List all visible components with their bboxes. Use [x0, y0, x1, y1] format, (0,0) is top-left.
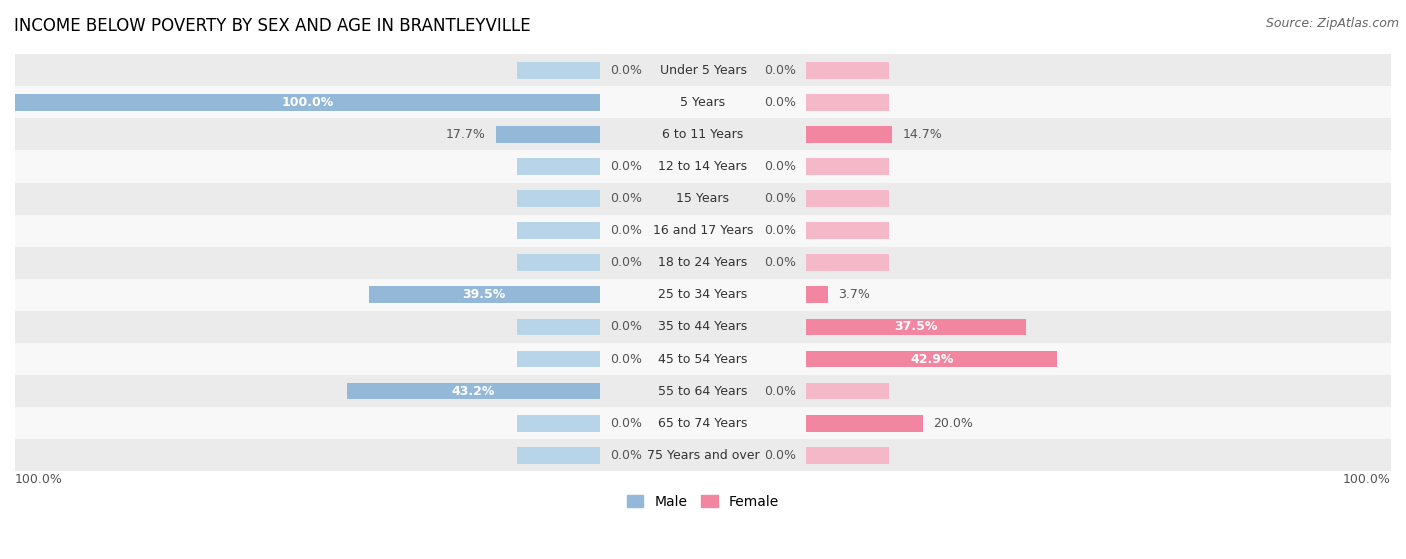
- Bar: [517, 158, 600, 175]
- Bar: [806, 158, 889, 175]
- Text: 75 Years and over: 75 Years and over: [647, 449, 759, 462]
- Text: 0.0%: 0.0%: [763, 64, 796, 77]
- Text: 0.0%: 0.0%: [763, 449, 796, 462]
- Bar: [806, 415, 924, 432]
- Text: 42.9%: 42.9%: [910, 353, 953, 366]
- Bar: [15, 54, 1391, 86]
- Bar: [15, 343, 1391, 375]
- Bar: [15, 247, 1391, 279]
- Text: Under 5 Years: Under 5 Years: [659, 64, 747, 77]
- Text: 35 to 44 Years: 35 to 44 Years: [658, 320, 748, 333]
- Bar: [806, 94, 889, 111]
- Text: 0.0%: 0.0%: [610, 353, 643, 366]
- Bar: [806, 286, 828, 303]
- Bar: [15, 375, 1391, 407]
- Text: 0.0%: 0.0%: [610, 64, 643, 77]
- Bar: [368, 286, 600, 303]
- Bar: [15, 94, 600, 111]
- Text: 0.0%: 0.0%: [610, 320, 643, 333]
- Bar: [15, 182, 1391, 215]
- Bar: [806, 447, 889, 463]
- Bar: [517, 447, 600, 463]
- Text: 0.0%: 0.0%: [763, 224, 796, 237]
- Bar: [496, 126, 600, 143]
- Text: 14.7%: 14.7%: [903, 128, 942, 141]
- Text: INCOME BELOW POVERTY BY SEX AND AGE IN BRANTLEYVILLE: INCOME BELOW POVERTY BY SEX AND AGE IN B…: [14, 17, 530, 35]
- Bar: [517, 254, 600, 271]
- Bar: [347, 383, 600, 400]
- Bar: [806, 350, 1057, 367]
- Bar: [806, 319, 1025, 335]
- Bar: [806, 190, 889, 207]
- Bar: [517, 222, 600, 239]
- Text: 0.0%: 0.0%: [610, 449, 643, 462]
- Bar: [15, 86, 1391, 119]
- Bar: [15, 150, 1391, 182]
- Bar: [517, 319, 600, 335]
- Text: 0.0%: 0.0%: [763, 256, 796, 269]
- Text: 16 and 17 Years: 16 and 17 Years: [652, 224, 754, 237]
- Bar: [15, 215, 1391, 247]
- Text: 0.0%: 0.0%: [610, 224, 643, 237]
- Text: 100.0%: 100.0%: [15, 473, 63, 486]
- Bar: [517, 415, 600, 432]
- Text: Source: ZipAtlas.com: Source: ZipAtlas.com: [1265, 17, 1399, 30]
- Text: 37.5%: 37.5%: [894, 320, 938, 333]
- Text: 5 Years: 5 Years: [681, 96, 725, 109]
- Text: 12 to 14 Years: 12 to 14 Years: [658, 160, 748, 173]
- Bar: [806, 383, 889, 400]
- Text: 15 Years: 15 Years: [676, 192, 730, 205]
- Text: 0.0%: 0.0%: [763, 192, 796, 205]
- Bar: [15, 119, 1391, 150]
- Text: 0.0%: 0.0%: [610, 192, 643, 205]
- Text: 25 to 34 Years: 25 to 34 Years: [658, 288, 748, 301]
- Bar: [15, 279, 1391, 311]
- Text: 6 to 11 Years: 6 to 11 Years: [662, 128, 744, 141]
- Text: 100.0%: 100.0%: [1343, 473, 1391, 486]
- Text: 39.5%: 39.5%: [463, 288, 506, 301]
- Text: 0.0%: 0.0%: [610, 160, 643, 173]
- Bar: [517, 190, 600, 207]
- Bar: [15, 407, 1391, 439]
- Text: 65 to 74 Years: 65 to 74 Years: [658, 416, 748, 430]
- Text: 0.0%: 0.0%: [763, 160, 796, 173]
- Bar: [806, 222, 889, 239]
- Bar: [15, 311, 1391, 343]
- Bar: [15, 439, 1391, 471]
- Text: 0.0%: 0.0%: [763, 385, 796, 397]
- Text: 17.7%: 17.7%: [446, 128, 486, 141]
- Text: 20.0%: 20.0%: [934, 416, 973, 430]
- Text: 55 to 64 Years: 55 to 64 Years: [658, 385, 748, 397]
- Text: 45 to 54 Years: 45 to 54 Years: [658, 353, 748, 366]
- Text: 18 to 24 Years: 18 to 24 Years: [658, 256, 748, 269]
- Bar: [806, 126, 893, 143]
- Bar: [517, 350, 600, 367]
- Text: 3.7%: 3.7%: [838, 288, 870, 301]
- Text: 0.0%: 0.0%: [763, 96, 796, 109]
- Legend: Male, Female: Male, Female: [621, 489, 785, 514]
- Text: 0.0%: 0.0%: [610, 256, 643, 269]
- Text: 100.0%: 100.0%: [281, 96, 333, 109]
- Bar: [806, 62, 889, 78]
- Text: 43.2%: 43.2%: [451, 385, 495, 397]
- Text: 0.0%: 0.0%: [610, 416, 643, 430]
- Bar: [806, 254, 889, 271]
- Bar: [517, 62, 600, 78]
